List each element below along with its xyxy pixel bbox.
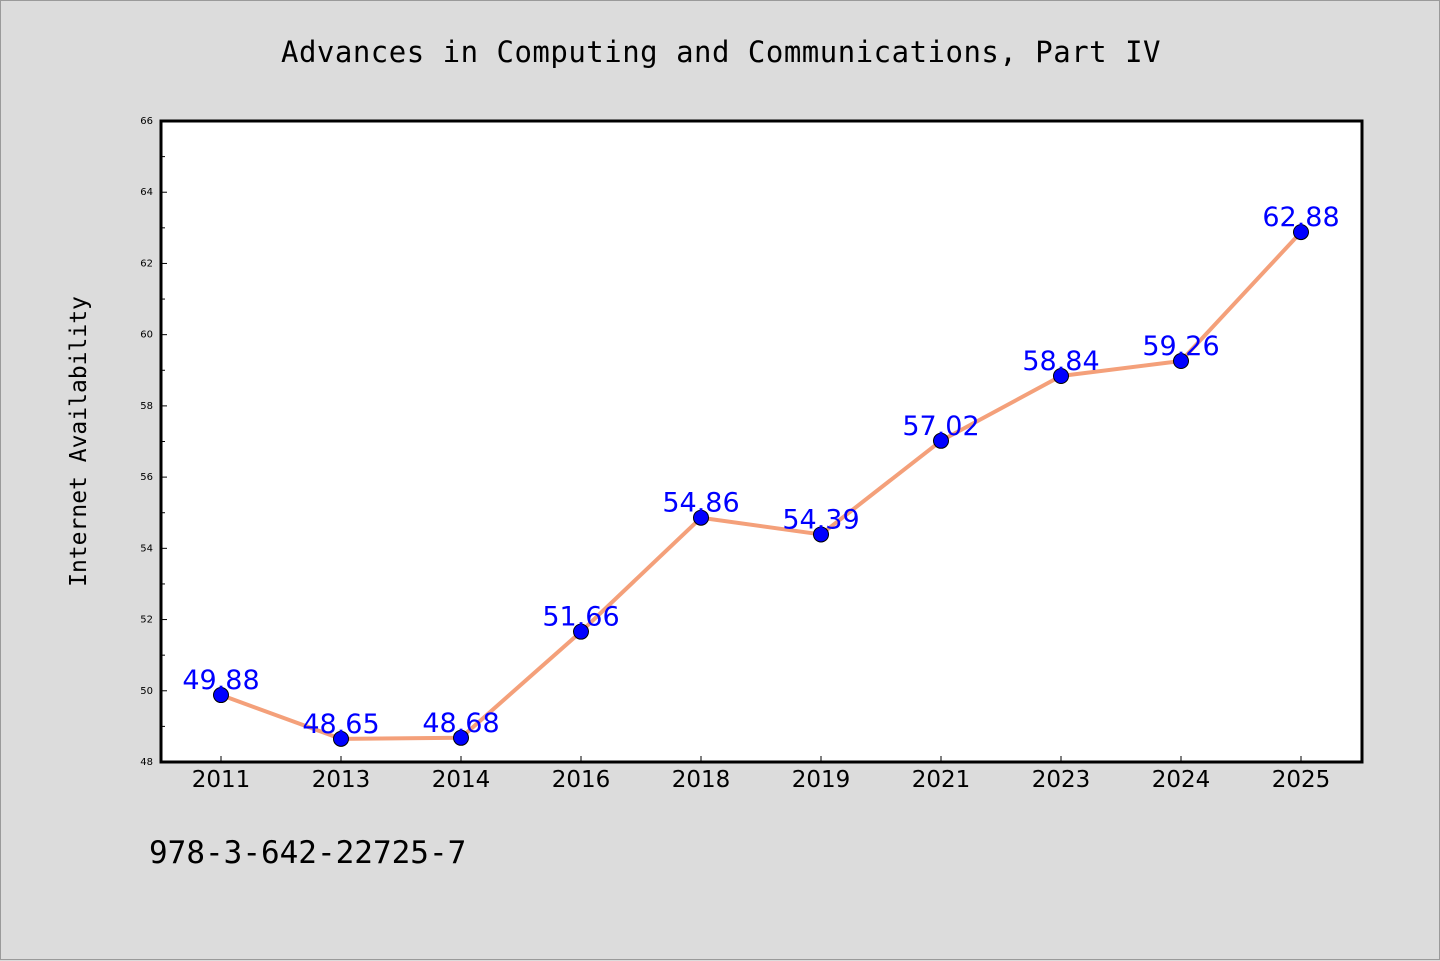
data-point	[573, 623, 589, 640]
data-label: 54.39	[782, 504, 859, 535]
x-tick-label: 2018	[672, 767, 731, 793]
x-tick-label: 2021	[912, 767, 971, 793]
data-point	[813, 526, 829, 543]
plot-area	[159, 119, 1364, 764]
data-point	[213, 687, 229, 704]
data-label: 49.88	[182, 665, 259, 696]
y-tick-label: 66	[140, 116, 153, 127]
y-tick-label: 48	[140, 757, 153, 768]
x-tick-label: 2019	[792, 767, 851, 793]
y-tick-label: 50	[140, 686, 153, 697]
y-tick-label: 64	[140, 187, 153, 198]
y-tick-label: 60	[140, 330, 153, 341]
data-point	[1053, 367, 1069, 384]
y-tick-label: 62	[140, 258, 153, 269]
data-label: 59.26	[1142, 331, 1219, 362]
y-tick-label: 58	[140, 401, 153, 412]
data-label: 54.86	[662, 488, 739, 519]
y-tick-label: 54	[140, 543, 153, 554]
data-point	[333, 730, 349, 747]
y-tick-label: 52	[140, 615, 153, 626]
data-point	[453, 729, 469, 746]
data-point	[933, 432, 949, 449]
isbn-text: 978-3-642-22725-7	[149, 835, 467, 871]
data-label: 48.68	[422, 708, 499, 739]
x-tick-label: 2013	[312, 767, 371, 793]
y-axis-label: Internet Availability	[66, 296, 92, 587]
x-tick-label: 2016	[552, 767, 611, 793]
data-point	[1173, 353, 1189, 370]
data-label: 51.66	[542, 602, 619, 633]
data-label: 58.84	[1022, 346, 1099, 377]
y-tick-label: 56	[140, 472, 153, 483]
chart-title: Advances in Computing and Communications…	[280, 35, 1161, 69]
x-tick-label: 2024	[1152, 767, 1211, 793]
x-tick-label: 2014	[432, 767, 491, 793]
data-label: 62.88	[1262, 202, 1339, 233]
x-tick-label: 2023	[1032, 767, 1091, 793]
data-label: 57.02	[902, 411, 979, 442]
x-tick-label: 2011	[192, 767, 251, 793]
data-point	[1293, 224, 1309, 241]
x-tick-label: 2025	[1272, 767, 1331, 793]
data-point	[693, 509, 709, 526]
series-line	[220, 230, 1303, 741]
data-label: 48.65	[302, 709, 379, 740]
